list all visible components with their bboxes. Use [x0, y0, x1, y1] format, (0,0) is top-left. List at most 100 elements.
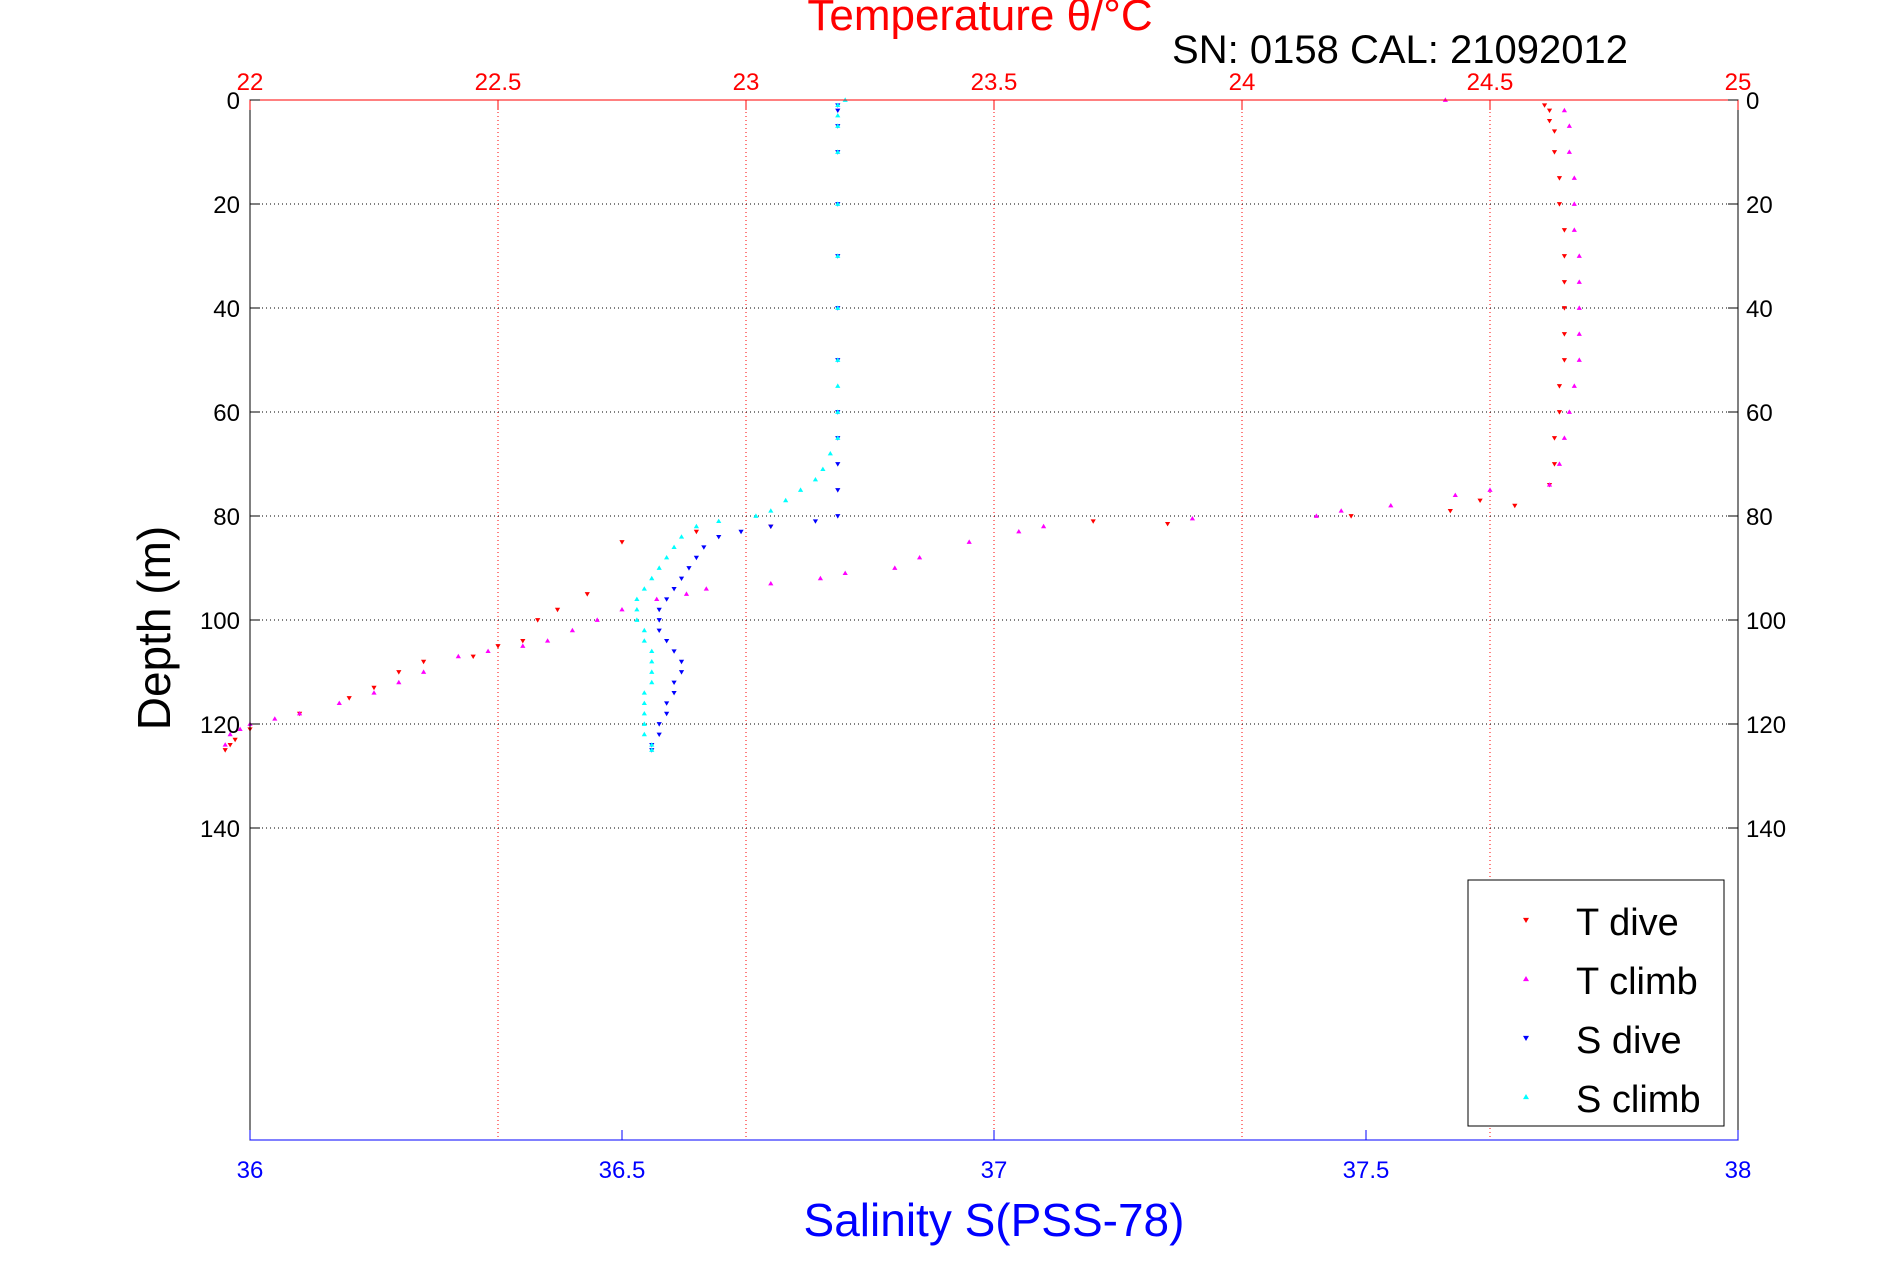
- t-dive-point: [1551, 150, 1558, 155]
- t-dive-point: [1561, 254, 1567, 259]
- t-climb-point: [703, 586, 709, 591]
- t-climb-point: [1566, 149, 1572, 154]
- s-dive-point: [678, 670, 685, 675]
- t-climb-point: [654, 596, 660, 602]
- t-climb-point: [817, 575, 823, 581]
- depth-tick-label-right: 140: [1746, 816, 1786, 843]
- t-climb-point: [619, 607, 625, 612]
- t-climb-point: [1571, 201, 1577, 206]
- t-dive-point: [1090, 519, 1096, 524]
- s-dive-point: [656, 732, 662, 737]
- salinity-tick-label: 36.5: [599, 1157, 646, 1184]
- s-climb-point: [641, 700, 647, 706]
- s-climb-point: [693, 523, 699, 529]
- salinity-tick-label: 38: [1725, 1157, 1752, 1184]
- s-climb-point: [716, 518, 722, 524]
- depth-tick-label-right: 0: [1746, 88, 1759, 115]
- s-climb-point: [649, 679, 655, 685]
- s-climb-point: [641, 721, 647, 726]
- t-dive-point: [1556, 202, 1563, 207]
- t-dive-point: [421, 659, 427, 665]
- t-dive-point: [1551, 129, 1558, 134]
- depth-tick-label-right: 20: [1746, 192, 1773, 219]
- t-climb-point: [1546, 482, 1553, 487]
- t-dive-point: [1561, 358, 1567, 363]
- t-dive-point: [371, 685, 377, 691]
- series-s-climb: [634, 97, 848, 752]
- t-climb-point: [1487, 487, 1493, 492]
- t-dive-point: [1447, 508, 1453, 514]
- s-climb-point: [835, 383, 841, 388]
- temperature-tick-label: 24: [1229, 69, 1256, 96]
- t-dive-point: [1477, 498, 1483, 503]
- temperature-tick-label: 23.5: [971, 69, 1018, 96]
- t-climb-point: [1571, 227, 1577, 232]
- t-climb-point: [1041, 523, 1047, 529]
- s-climb-point: [783, 497, 789, 503]
- t-climb-point: [1561, 435, 1567, 440]
- chart-title: Temperature θ/°C: [807, 0, 1152, 40]
- s-dive-point: [656, 628, 662, 633]
- t-climb-point: [421, 669, 427, 674]
- t-dive-point: [520, 638, 526, 644]
- depth-tick-label-left: 140: [200, 816, 240, 843]
- depth-tick-label-right: 100: [1746, 608, 1786, 635]
- s-climb-point: [664, 555, 670, 560]
- t-climb-point: [227, 731, 233, 737]
- t-climb-point: [768, 581, 774, 586]
- t-dive-point: [1551, 436, 1558, 441]
- depth-tick-label-left: 80: [213, 504, 240, 531]
- s-climb-point: [835, 201, 841, 206]
- s-dive-point: [768, 524, 774, 529]
- t-dive-point: [1556, 384, 1563, 389]
- s-dive-point: [671, 586, 677, 592]
- s-climb-point: [835, 149, 841, 154]
- legend-label-s-dive: S dive: [1576, 1020, 1682, 1062]
- chart-subtitle: SN: 0158 CAL: 21092012: [1172, 28, 1628, 72]
- t-climb-point: [1576, 279, 1582, 284]
- legend-marker-s-dive: [1523, 1035, 1529, 1041]
- t-dive-point: [222, 748, 228, 753]
- t-dive-point: [554, 607, 561, 613]
- t-climb-point: [455, 653, 461, 659]
- s-dive-point: [835, 462, 841, 467]
- legend-label-t-dive: T dive: [1576, 902, 1679, 944]
- t-climb-point: [1388, 503, 1394, 508]
- s-dive-point: [656, 618, 662, 623]
- s-climb-point: [641, 711, 647, 716]
- s-climb-point: [835, 409, 841, 414]
- t-climb-point: [1189, 516, 1195, 521]
- s-dive-point: [664, 638, 670, 644]
- t-climb-point: [1576, 331, 1582, 336]
- t-dive-point: [693, 529, 699, 535]
- t-dive-point: [1556, 410, 1563, 415]
- s-climb-point: [649, 747, 655, 752]
- s-climb-point: [634, 607, 640, 612]
- t-climb-point: [892, 565, 898, 570]
- t-climb-point: [222, 742, 228, 747]
- s-dive-point: [656, 722, 662, 727]
- s-climb-point: [835, 102, 841, 108]
- t-dive-point: [1561, 280, 1567, 285]
- t-climb-point: [336, 700, 342, 706]
- salinity-tick-label: 36: [237, 1157, 264, 1184]
- legend: T dive T climb S dive S climb: [1467, 879, 1725, 1127]
- t-dive-point: [535, 618, 541, 623]
- t-dive-point: [495, 644, 501, 649]
- s-climb-point: [678, 534, 685, 539]
- s-climb-point: [641, 586, 647, 591]
- s-climb-point: [649, 648, 655, 654]
- t-climb-point: [237, 726, 243, 732]
- s-climb-point: [656, 565, 662, 570]
- depth-tick-label-left: 100: [200, 608, 240, 635]
- s-dive-point: [835, 514, 841, 519]
- t-climb-point: [1571, 175, 1577, 180]
- s-climb-point: [835, 435, 841, 440]
- t-dive-point: [1556, 176, 1563, 181]
- t-climb-point: [594, 617, 600, 622]
- depth-tick-label-left: 60: [213, 400, 240, 427]
- s-dive-point: [656, 607, 662, 613]
- salinity-tick-label: 37.5: [1343, 1157, 1390, 1184]
- t-dive-point: [1561, 332, 1567, 337]
